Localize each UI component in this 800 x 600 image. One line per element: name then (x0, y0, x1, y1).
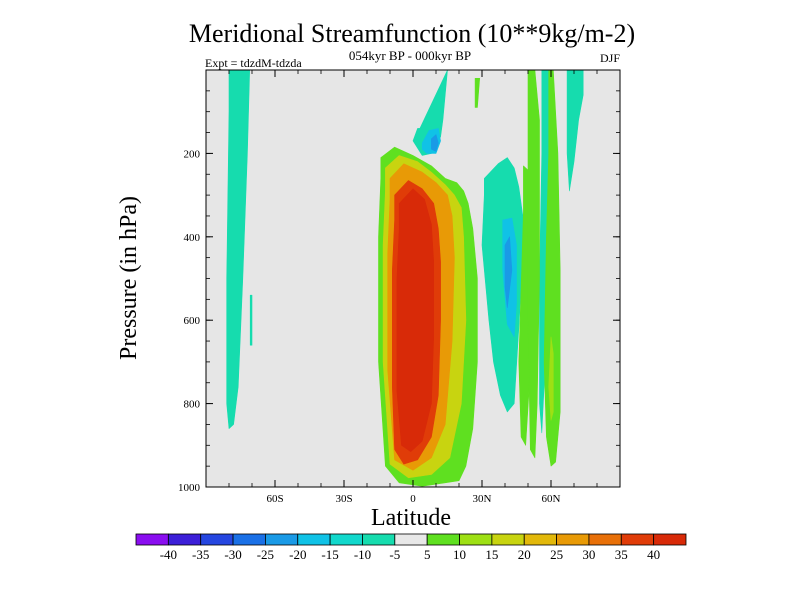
colorbar-label: -20 (289, 547, 306, 562)
colorbar-box (523, 533, 557, 546)
x-axis-label: Latitude (371, 505, 451, 531)
contour-neg-band-40N (481, 157, 524, 413)
y-tick-label: 600 (184, 315, 201, 327)
colorbar-label: 20 (518, 547, 531, 562)
colorbar-box (459, 533, 493, 546)
contour-neg-band-75S (226, 70, 250, 429)
contour-neg-band-40N-15 (504, 236, 513, 309)
y-tick-label: 1000 (178, 482, 201, 494)
contour-pos-40 (396, 188, 435, 452)
colorbar: -40 -35 -30 -25 -20 -15 -10 -5 5 10 15 20 25 30 35 40 (135, 533, 687, 562)
colorbar-box (556, 533, 590, 546)
colorbar-box (620, 533, 655, 546)
colorbar-label: -5 (389, 547, 400, 562)
colorbar-box (167, 533, 202, 546)
x-tick-label: 30S (335, 493, 352, 505)
colorbar-label: 15 (485, 547, 498, 562)
season-label: DJF (600, 51, 620, 65)
experiment-label: Expt = tdzdM-tdzda (205, 56, 302, 70)
colorbar-box (200, 533, 234, 546)
colorbar-label: -40 (160, 547, 177, 562)
colorbar-label: 30 (582, 547, 595, 562)
x-tick-label: 0 (410, 493, 416, 505)
colorbar-label: 40 (647, 547, 660, 562)
colorbar-box (588, 533, 622, 546)
chart-subtitle: 054kyr BP - 000kyr BP (349, 48, 471, 63)
colorbar-label: 35 (615, 547, 628, 562)
colorbar-label: -35 (192, 547, 209, 562)
colorbar-label: 10 (453, 547, 466, 562)
colorbar-box (394, 533, 428, 546)
chart-title: Meridional Streamfunction (10**9kg/m-2) (189, 19, 635, 48)
colorbar-label: -15 (321, 547, 338, 562)
contour-pos-50N (527, 70, 540, 459)
y-axis-label: Pressure (in hPa) (116, 196, 142, 360)
colorbar-label: -10 (354, 547, 371, 562)
y-tick-label: 200 (184, 148, 201, 160)
contour-neg-sliver-65S (249, 294, 253, 346)
colorbar-label: 5 (424, 547, 431, 562)
colorbar-box (426, 533, 460, 546)
contour-pos-60N (543, 70, 561, 467)
colorbar-box (135, 533, 169, 546)
x-tick-label: 60N (542, 493, 561, 505)
x-tick-label: 30N (473, 493, 492, 505)
y-tick-label: 400 (184, 232, 201, 244)
colorbar-box (297, 533, 331, 546)
colorbar-box (329, 533, 363, 546)
contour-neg-band-70N (566, 70, 584, 192)
colorbar-box (232, 533, 266, 546)
contour-neg-upper-eq-15 (431, 134, 439, 152)
colorbar-label: -30 (224, 547, 241, 562)
colorbar-label: 25 (550, 547, 563, 562)
axis-ticks: 60S 30S 0 30N 60N 200 400 600 800 1000 (178, 70, 621, 505)
colorbar-box (653, 533, 687, 546)
contour-pos-60N-core (548, 336, 554, 421)
y-tick-label: 800 (184, 399, 201, 411)
colorbar-box (362, 533, 396, 546)
contour-pos-upper-15N (474, 78, 481, 108)
colorbar-label: -25 (257, 547, 274, 562)
x-tick-label: 60S (266, 493, 283, 505)
colorbar-box (265, 533, 299, 546)
contour-regions (226, 70, 584, 487)
colorbar-box (491, 533, 525, 546)
